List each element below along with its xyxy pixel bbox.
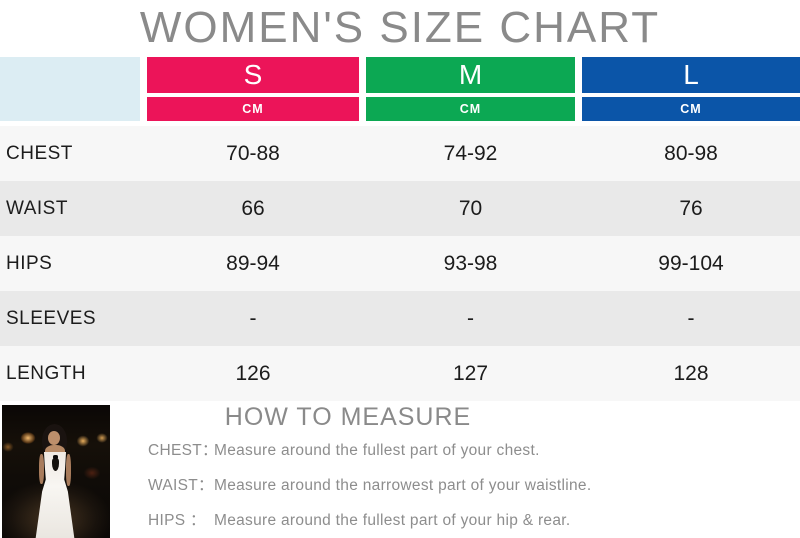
size-column-s: S bbox=[147, 57, 359, 93]
measure-line-chest: CHEST：Measure around the fullest part of… bbox=[148, 433, 648, 468]
how-to-measure-section: CHEST：Measure around the fullest part of… bbox=[148, 433, 648, 538]
size-value-l: - bbox=[687, 306, 695, 330]
size-value-l: 80-98 bbox=[664, 141, 718, 165]
measure-line-hips: HIPS ： Measure around the fullest part of… bbox=[148, 503, 648, 538]
size-value-s: - bbox=[249, 306, 257, 330]
model-arm-right bbox=[66, 454, 71, 486]
size-value-m: 74-92 bbox=[443, 141, 498, 165]
unit-cell-l: CM bbox=[582, 97, 800, 121]
measure-text: Measure around the fullest part of your … bbox=[214, 512, 571, 529]
size-value-l: 128 bbox=[673, 361, 709, 385]
unit-cell-m: CM bbox=[366, 97, 575, 121]
size-row-hips: HIPS 89-94 93-98 99-104 bbox=[0, 236, 800, 291]
size-column-m: M bbox=[366, 57, 575, 93]
size-value-m: - bbox=[467, 306, 474, 330]
measure-label: WAIST： bbox=[148, 477, 214, 494]
model-photo bbox=[2, 405, 110, 538]
measure-text: Measure around the fullest part of your … bbox=[214, 442, 540, 459]
model-face bbox=[48, 431, 60, 445]
size-value-l: 76 bbox=[679, 196, 703, 220]
size-value-l: 99-104 bbox=[658, 251, 724, 275]
row-label: LENGTH bbox=[6, 362, 87, 384]
row-label: HIPS bbox=[6, 252, 53, 274]
dress-clasp bbox=[53, 455, 58, 459]
measure-label: CHEST： bbox=[148, 442, 218, 459]
size-chart-header: S M L CM CM CM bbox=[0, 57, 800, 121]
size-value-s: 66 bbox=[241, 196, 265, 220]
size-value-m: 70 bbox=[458, 196, 483, 220]
size-row-sleeves: SLEEVES - - - bbox=[0, 291, 800, 346]
size-column-l: L bbox=[582, 57, 800, 93]
size-value-s: 89-94 bbox=[226, 251, 280, 275]
size-row-chest: CHEST 70-88 74-92 80-98 bbox=[0, 126, 800, 181]
measure-text: Measure around the narrowest part of you… bbox=[214, 477, 592, 494]
header-corner-cell bbox=[0, 57, 140, 121]
row-label: SLEEVES bbox=[6, 307, 97, 329]
size-row-waist: WAIST 66 70 76 bbox=[0, 181, 800, 236]
size-chart-body: CHEST 70-88 74-92 80-98 WAIST 66 70 76 H… bbox=[0, 126, 800, 401]
measure-label: HIPS ： bbox=[148, 512, 206, 529]
size-value-s: 70-88 bbox=[226, 141, 280, 165]
how-to-measure-title: HOW TO MEASURE bbox=[224, 403, 472, 431]
unit-cell-s: CM bbox=[147, 97, 359, 121]
model-arm-left bbox=[39, 454, 44, 484]
size-row-length: LENGTH 126 127 128 bbox=[0, 346, 800, 401]
page-title: WOMEN'S SIZE CHART bbox=[139, 3, 661, 52]
size-value-m: 127 bbox=[452, 361, 489, 385]
dress-cutout bbox=[52, 458, 59, 471]
row-label: WAIST bbox=[6, 197, 68, 219]
size-value-s: 126 bbox=[235, 361, 271, 385]
measure-line-waist: WAIST：Measure around the narrowest part … bbox=[148, 468, 648, 503]
size-value-m: 93-98 bbox=[443, 251, 498, 275]
row-label: CHEST bbox=[6, 142, 73, 164]
